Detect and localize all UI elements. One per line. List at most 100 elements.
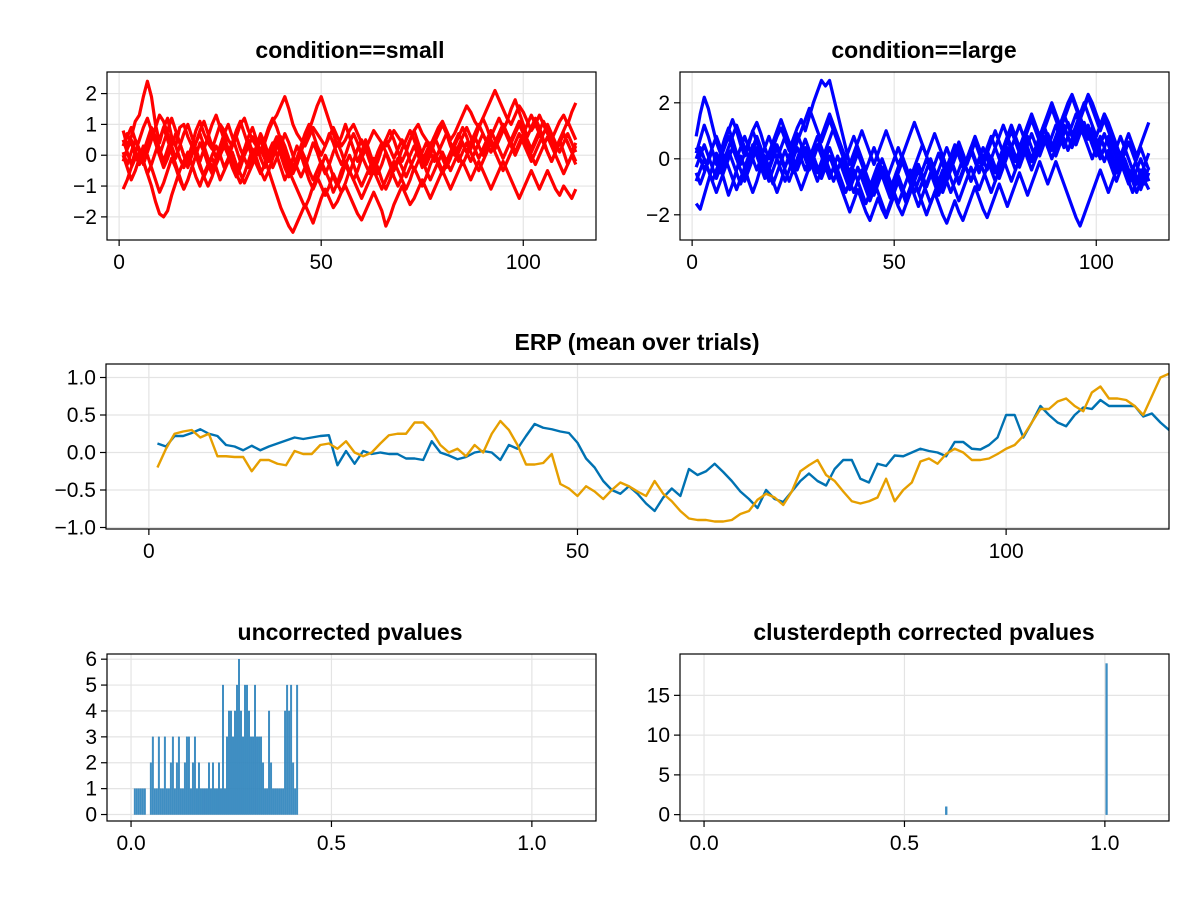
y-axis: 1.0 0.5 0.0 −0.5 −1.0 xyxy=(55,367,106,540)
y-axis: 6 5 4 3 2 1 0 xyxy=(85,648,107,827)
plot-frame xyxy=(679,71,1170,241)
plot-title-erp: ERP (mean over trials) xyxy=(514,329,759,355)
histogram-bar xyxy=(181,788,184,815)
y-tick-label: 2 xyxy=(658,92,670,115)
y-tick-label: −2 xyxy=(646,204,670,227)
y-tick-label: 4 xyxy=(85,700,97,723)
y-tick-label: 6 xyxy=(85,648,97,671)
histogram-bar xyxy=(220,788,222,815)
y-tick-label: 1 xyxy=(85,778,97,801)
y-tick-label: −2 xyxy=(73,206,97,229)
histogram-bar xyxy=(266,788,269,815)
histogram-bar xyxy=(216,788,218,815)
series-line-1 xyxy=(121,79,578,154)
histogram-bar xyxy=(294,788,297,815)
plot-condition-small: condition==small 0 50 100 2 1 0 −1 −2 xyxy=(73,37,597,274)
histogram-bar xyxy=(262,762,265,815)
x-tick-label: 0.0 xyxy=(116,832,145,855)
plot-frame xyxy=(679,653,1170,822)
histogram-bar xyxy=(214,788,216,815)
plot-title-uncorrected: uncorrected pvalues xyxy=(238,619,463,645)
y-tick-label: 0 xyxy=(658,804,670,827)
histogram-bar xyxy=(260,736,263,815)
x-tick-label: 100 xyxy=(1079,251,1114,274)
histogram-bar xyxy=(210,788,212,815)
y-tick-label: 2 xyxy=(85,752,97,775)
histogram-bar xyxy=(179,788,182,815)
plot-erp-mean: ERP (mean over trials) 0 50 100 1.0 0.5 0.0 −… xyxy=(55,329,1170,563)
y-tick-label: 0 xyxy=(658,148,670,171)
line-series-group xyxy=(156,372,1169,523)
histogram-bar xyxy=(228,710,230,815)
histogram-bar xyxy=(274,788,277,815)
histogram-bar xyxy=(246,684,248,815)
series-line-7 xyxy=(121,122,578,194)
x-tick-label: 1.0 xyxy=(1090,832,1119,855)
histogram-bar xyxy=(163,736,166,815)
plot-title-corrected: clusterdepth corrected pvalues xyxy=(753,619,1094,645)
histogram-bar xyxy=(161,788,164,815)
histogram-bar xyxy=(199,788,202,815)
x-axis: 0.0 0.5 1.0 xyxy=(116,821,546,855)
series-line-5 xyxy=(121,95,578,188)
histogram-bar xyxy=(218,762,220,815)
x-tick-label: 0 xyxy=(686,251,698,274)
y-tick-label: 1.0 xyxy=(67,367,96,390)
series-line-1 xyxy=(157,398,1169,513)
histogram-bar xyxy=(197,762,200,815)
histogram-bar xyxy=(286,684,289,815)
x-tick-label: 50 xyxy=(883,251,906,274)
y-axis: 15 10 5 0 xyxy=(647,684,680,827)
histogram-bar xyxy=(252,736,254,815)
histogram-bar xyxy=(177,736,180,815)
y-tick-label: 2 xyxy=(85,83,97,106)
plot-title-condition-small: condition==small xyxy=(255,37,444,63)
series-line-7 xyxy=(694,112,1151,206)
histogram-bar xyxy=(290,684,293,815)
y-tick-label: 0 xyxy=(85,144,97,167)
y-tick-label: −1 xyxy=(73,175,97,198)
x-axis: 0 50 100 xyxy=(143,529,1024,563)
histogram-bar xyxy=(296,684,299,815)
histogram-bar xyxy=(195,788,198,815)
histogram-bar xyxy=(230,710,232,815)
histogram-bar xyxy=(143,788,146,815)
histogram-bar xyxy=(139,788,142,815)
histogram-bar xyxy=(248,710,250,815)
plot-uncorrected-pvalues: uncorrected pvalues 0.0 0.5 1.0 6 5 4 3 2 1 0 xyxy=(85,619,597,855)
histogram-bar xyxy=(169,762,172,815)
histogram-bar xyxy=(206,788,208,815)
x-tick-label: 0.0 xyxy=(689,832,718,855)
histogram-bar xyxy=(945,806,948,815)
histogram-bar xyxy=(272,788,275,815)
y-tick-label: 5 xyxy=(658,764,670,787)
histogram-bar xyxy=(193,736,196,815)
y-tick-label: 0.5 xyxy=(67,404,96,427)
histogram-bar xyxy=(292,762,295,815)
histogram-bar xyxy=(151,736,154,815)
y-tick-label: −0.5 xyxy=(55,479,96,502)
histogram-bar xyxy=(171,736,174,815)
histogram-bar xyxy=(203,788,206,815)
histogram-bar xyxy=(149,762,152,815)
histogram-bar xyxy=(276,788,279,815)
x-axis: 0 50 100 xyxy=(113,240,541,274)
x-tick-label: 0 xyxy=(143,540,155,563)
series-line-2 xyxy=(156,372,1169,523)
gridlines xyxy=(680,654,1169,821)
histogram-bar xyxy=(185,736,188,815)
histogram-bar xyxy=(264,788,267,815)
histogram-bar xyxy=(280,788,283,815)
histogram-bar xyxy=(175,762,178,815)
y-axis: 2 1 0 −1 −2 xyxy=(73,83,107,229)
line-series-group xyxy=(121,79,578,234)
plot-frame xyxy=(105,363,1170,530)
y-axis: 2 0 −2 xyxy=(646,92,680,227)
histogram-bar xyxy=(244,684,246,815)
histogram-bar xyxy=(167,788,170,815)
y-tick-label: 5 xyxy=(85,674,97,697)
histogram-bar xyxy=(141,788,144,815)
histogram-bar xyxy=(153,788,156,815)
histogram-bar xyxy=(222,684,224,815)
